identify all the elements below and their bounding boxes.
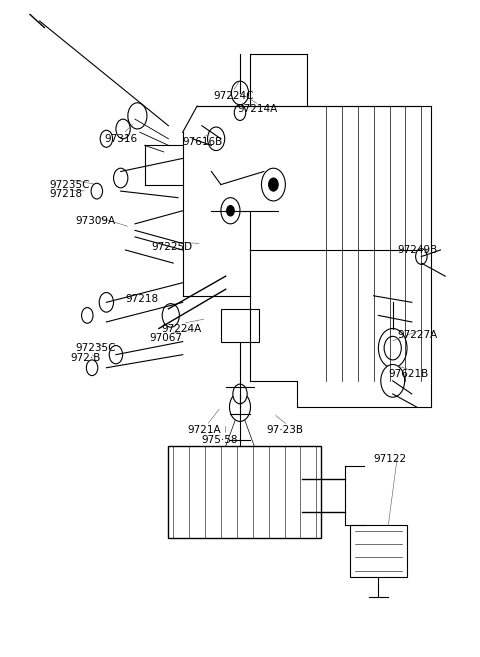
Circle shape: [114, 168, 128, 188]
Circle shape: [229, 393, 251, 421]
Text: 97235C: 97235C: [49, 179, 90, 190]
Circle shape: [416, 249, 427, 264]
Text: 972·B: 972·B: [71, 353, 101, 363]
Circle shape: [82, 307, 93, 323]
Circle shape: [109, 346, 122, 364]
Circle shape: [91, 183, 103, 199]
Circle shape: [86, 360, 98, 376]
Circle shape: [262, 168, 285, 201]
Text: 9721A: 9721A: [188, 425, 221, 435]
Text: 97616B: 97616B: [183, 137, 223, 147]
Text: 97067: 97067: [149, 333, 182, 344]
Text: 97621B: 97621B: [388, 369, 428, 379]
Text: 97225D: 97225D: [152, 242, 193, 252]
Text: 97227A: 97227A: [397, 330, 438, 340]
Circle shape: [207, 127, 225, 150]
Bar: [221, 309, 259, 342]
Circle shape: [99, 292, 114, 312]
Circle shape: [269, 178, 278, 191]
Circle shape: [231, 81, 249, 104]
Circle shape: [128, 102, 147, 129]
Text: 97122: 97122: [373, 455, 407, 464]
Text: 97·23B: 97·23B: [266, 425, 303, 435]
Text: 97224C: 97224C: [214, 91, 254, 101]
Text: 97218: 97218: [125, 294, 158, 304]
Bar: [168, 446, 321, 538]
Text: 97316: 97316: [104, 134, 137, 144]
Circle shape: [116, 119, 130, 139]
Text: 97309A: 97309A: [75, 215, 116, 225]
Circle shape: [378, 328, 407, 368]
Circle shape: [234, 104, 246, 120]
Text: 97235C: 97235C: [75, 343, 116, 353]
Text: 97249B: 97249B: [397, 245, 438, 255]
Circle shape: [384, 336, 401, 360]
Circle shape: [233, 384, 247, 404]
Text: 975·58: 975·58: [202, 435, 239, 445]
Circle shape: [100, 130, 113, 147]
Text: 97224A: 97224A: [161, 323, 202, 334]
Text: 97214A: 97214A: [238, 104, 278, 114]
Circle shape: [221, 198, 240, 224]
Circle shape: [227, 206, 234, 216]
Circle shape: [162, 304, 180, 327]
Bar: [350, 525, 407, 577]
Text: 97218: 97218: [49, 189, 82, 199]
Circle shape: [381, 365, 405, 397]
